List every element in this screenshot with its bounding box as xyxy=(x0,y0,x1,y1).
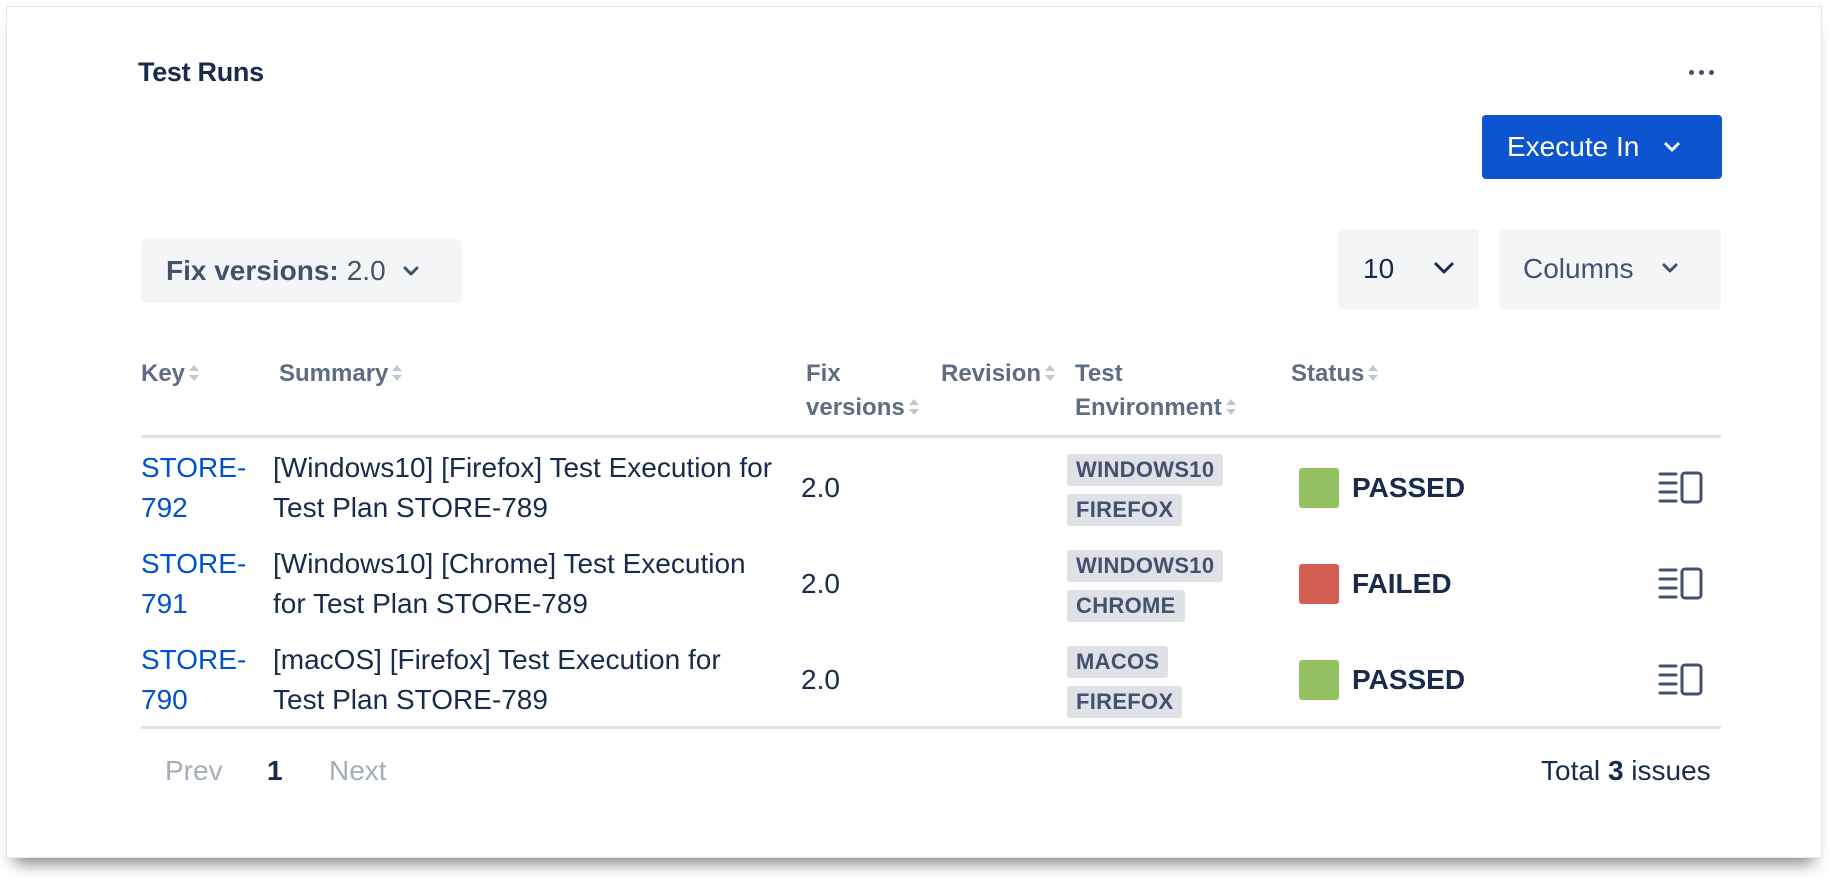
status-color-swatch xyxy=(1299,564,1339,604)
column-header-revision[interactable]: Revision xyxy=(941,357,1056,391)
environment-tag: MACOS xyxy=(1067,646,1169,678)
column-header-summary[interactable]: Summary xyxy=(279,357,403,391)
environment-tag: CHROME xyxy=(1067,590,1185,622)
next-page-button[interactable]: Next xyxy=(329,755,387,786)
chevron-down-icon xyxy=(403,266,419,276)
row-fix-version: 2.0 xyxy=(801,664,840,695)
status-color-swatch xyxy=(1299,468,1339,508)
row-summary: [Windows10] [Chrome] Test Execution for … xyxy=(273,548,746,619)
sort-icon xyxy=(189,364,200,381)
execution-details-icon[interactable] xyxy=(1658,662,1704,698)
sort-icon xyxy=(1368,364,1379,381)
table-footer-divider xyxy=(141,726,1721,729)
row-fix-version: 2.0 xyxy=(801,568,840,599)
prev-page-button[interactable]: Prev xyxy=(165,755,223,786)
column-header-status[interactable]: Status xyxy=(1291,357,1379,391)
sort-icon xyxy=(1225,398,1236,415)
more-actions-button[interactable] xyxy=(1681,59,1721,85)
filter-label: Fix versions: xyxy=(166,255,339,286)
panel-title: Test Runs xyxy=(138,57,264,87)
environment-tag: WINDOWS10 xyxy=(1067,454,1224,486)
test-runs-panel: Test Runs Execute In Fix versions: 2.0 1… xyxy=(6,6,1822,858)
columns-select[interactable]: Columns xyxy=(1499,229,1721,309)
issue-key-link[interactable]: STORE- 791 xyxy=(141,548,247,619)
column-header-fix-versions[interactable]: Fix versions xyxy=(806,357,920,425)
chevron-down-icon xyxy=(1434,262,1454,274)
chevron-down-icon xyxy=(1662,263,1678,273)
table-header-divider xyxy=(141,435,1721,438)
current-page-button[interactable]: 1 xyxy=(267,755,283,786)
filter-value: 2.0 xyxy=(346,255,386,286)
issue-key-link[interactable]: STORE- 790 xyxy=(141,644,247,715)
execution-details-icon[interactable] xyxy=(1658,566,1704,602)
sort-icon xyxy=(908,398,919,415)
status-label: PASSED xyxy=(1352,664,1466,695)
status-color-swatch xyxy=(1299,660,1339,700)
sort-icon xyxy=(1045,364,1056,381)
sort-icon xyxy=(392,364,403,381)
total-issues-count: Total 3 issues xyxy=(1541,755,1711,786)
execute-in-button[interactable]: Execute In xyxy=(1482,115,1722,179)
status-label: FAILED xyxy=(1352,568,1452,599)
page-size-select[interactable]: 10 xyxy=(1338,229,1479,309)
fix-versions-filter[interactable]: Fix versions: 2.0 xyxy=(141,239,462,303)
environment-tag: WINDOWS10 xyxy=(1067,550,1224,582)
chevron-down-icon xyxy=(1664,142,1680,152)
execute-in-label: Execute In xyxy=(1507,131,1640,162)
row-fix-version: 2.0 xyxy=(801,472,840,503)
execution-details-icon[interactable] xyxy=(1658,470,1704,506)
row-summary: [Windows10] [Firefox] Test Execution for… xyxy=(273,452,773,523)
page-size-value: 10 xyxy=(1363,253,1395,284)
environment-tag: FIREFOX xyxy=(1067,686,1183,718)
columns-label: Columns xyxy=(1523,253,1634,284)
environment-tag: FIREFOX xyxy=(1067,494,1183,526)
ellipsis-horizontal-icon xyxy=(1688,69,1694,75)
column-header-test-environment[interactable]: Test Environment xyxy=(1075,357,1237,425)
issue-key-link[interactable]: STORE- 792 xyxy=(141,452,247,523)
row-summary: [macOS] [Firefox] Test Execution for Tes… xyxy=(273,644,721,715)
column-header-key[interactable]: Key xyxy=(141,357,200,391)
status-label: PASSED xyxy=(1352,472,1466,503)
